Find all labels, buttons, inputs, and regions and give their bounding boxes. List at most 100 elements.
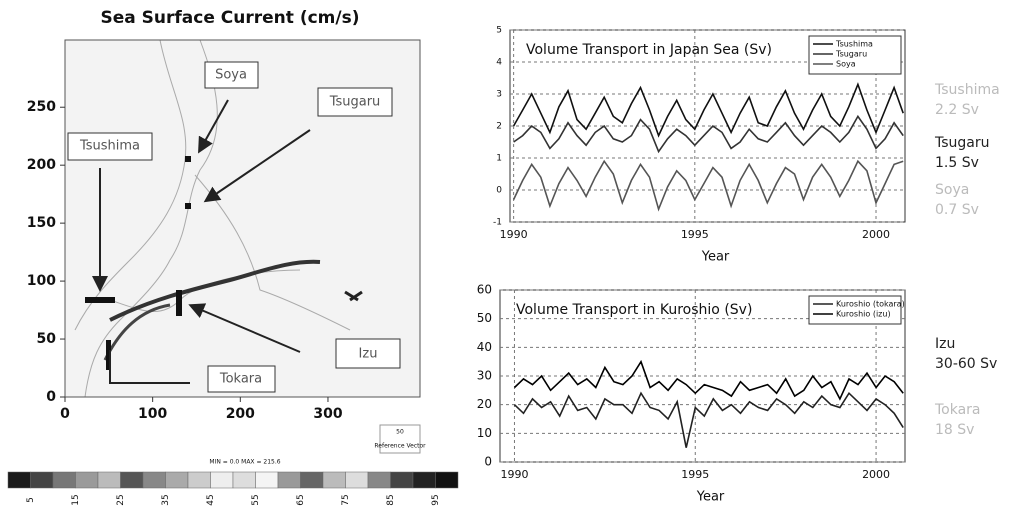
series-line — [512, 159, 904, 212]
colorbar-tick-label: 65 — [296, 494, 306, 505]
legend-label: Tsushima — [835, 40, 873, 49]
y-tick-label: 10 — [477, 426, 492, 440]
colorbar-tick-label: 45 — [206, 494, 216, 505]
x-tick-label: 300 — [313, 406, 342, 422]
series-line — [512, 82, 904, 138]
legend-label: Soya — [836, 60, 856, 69]
colorbar-tick-label: 85 — [386, 494, 396, 505]
label-box — [317, 87, 393, 117]
colorbar-cell — [255, 471, 279, 489]
annotation-name: Izu — [935, 336, 955, 352]
y-tick-label: 60 — [477, 283, 492, 297]
y-tick-label: 250 — [27, 99, 56, 115]
x-tick-label: 200 — [226, 406, 255, 422]
colorbar-cell — [390, 471, 414, 489]
colorbar-cell — [232, 471, 256, 489]
x-tick-label: 100 — [138, 406, 167, 422]
colorbar-cell — [165, 471, 189, 489]
plot-title: Volume Transport in Kuroshio (Sv) — [516, 302, 752, 318]
colorbar-cell — [97, 471, 121, 489]
map-title: Sea Surface Current (cm/s) — [101, 8, 360, 28]
colorbar-cell — [435, 471, 459, 489]
colorbar-cell — [322, 471, 346, 489]
colorbar-cell — [187, 471, 211, 489]
x-tick-label: 1990 — [500, 228, 528, 241]
reference-value: 50 — [396, 429, 404, 436]
map-label: Soya — [215, 68, 247, 83]
annotation-value: 2.2 Sv — [935, 102, 979, 118]
y-tick-label: 0 — [484, 455, 492, 469]
x-axis-label: Year — [701, 250, 730, 265]
annotation-value: 30-60 Sv — [935, 356, 997, 372]
series-line — [513, 359, 904, 401]
colorbar-cell — [345, 471, 369, 489]
y-tick-label: 50 — [477, 311, 492, 325]
y-tick-label: 30 — [477, 369, 492, 383]
legend-label: Kuroshio (tokara) — [836, 300, 905, 309]
colorbar-tick-label: 95 — [431, 494, 441, 505]
colorbar-tick-label: 55 — [251, 494, 261, 505]
annotation-value: 1.5 Sv — [935, 155, 979, 171]
map-label: Tsushima — [79, 139, 140, 154]
map-frame — [64, 39, 421, 398]
map-label: Izu — [359, 347, 378, 362]
plot-title: Volume Transport in Japan Sea (Sv) — [526, 42, 772, 58]
y-tick-label: 5 — [496, 26, 502, 36]
annotation-name: Tokara — [934, 402, 981, 418]
y-tick-label: 4 — [496, 58, 502, 68]
series-line — [513, 391, 904, 448]
annotation-value: 0.7 Sv — [935, 202, 979, 218]
colorbar-tick-label: 25 — [116, 494, 126, 505]
y-tick-label: 150 — [27, 215, 56, 231]
colorbar-cell — [300, 471, 324, 489]
label-box — [67, 132, 153, 161]
legend-box — [808, 295, 902, 325]
x-axis-label: Year — [696, 490, 725, 505]
map-label: Tsugaru — [329, 95, 381, 110]
legend-label: Kuroshio (izu) — [836, 310, 891, 319]
x-tick-label: 1995 — [681, 468, 709, 481]
label-box — [204, 61, 259, 89]
legend-label: Tsugaru — [835, 50, 867, 59]
y-tick-label: 0 — [496, 186, 502, 196]
colorbar-tick-label: 5 — [26, 497, 36, 503]
colorbar-tick-label: 15 — [71, 494, 81, 505]
y-tick-label: 1 — [496, 154, 502, 164]
label-box — [207, 365, 276, 393]
y-tick-label: 20 — [477, 397, 492, 411]
x-tick-label: 0 — [60, 406, 70, 422]
colorbar-tick-label: 35 — [161, 494, 171, 505]
y-tick-label: 0 — [46, 389, 56, 405]
y-tick-label: 40 — [477, 340, 492, 354]
colorbar-tick-label: 75 — [341, 494, 351, 505]
colorbar-cell — [367, 471, 391, 489]
colorbar-cell — [210, 471, 234, 489]
x-tick-label: 2000 — [862, 468, 890, 481]
colorbar-cell — [120, 471, 144, 489]
x-tick-label: 2000 — [862, 228, 890, 241]
y-tick-label: 200 — [27, 157, 56, 173]
y-tick-label: 2 — [496, 122, 502, 132]
y-tick-label: 3 — [496, 90, 502, 100]
annotation-name: Tsugaru — [934, 135, 990, 151]
y-tick-label: 50 — [37, 331, 57, 347]
annotation-value: 18 Sv — [935, 422, 974, 438]
colorbar-cell — [30, 471, 54, 489]
reference-box — [379, 424, 421, 454]
coastlines — [74, 39, 363, 398]
x-tick-label: 1990 — [500, 468, 528, 481]
y-tick-label: -1 — [493, 218, 502, 228]
colorbar-cell — [142, 471, 166, 489]
colorbar-cell — [7, 471, 31, 489]
arrows — [92, 99, 311, 384]
colorbar-cell — [52, 471, 76, 489]
series-line — [513, 114, 904, 154]
label-box — [335, 338, 401, 369]
annotation-name: Tsushima — [934, 82, 1000, 98]
strait-bars — [85, 156, 191, 370]
map-label: Tokara — [219, 372, 262, 387]
annotation-name: Soya — [935, 182, 969, 198]
y-tick-label: 100 — [27, 273, 56, 289]
x-tick-label: 1995 — [681, 228, 709, 241]
